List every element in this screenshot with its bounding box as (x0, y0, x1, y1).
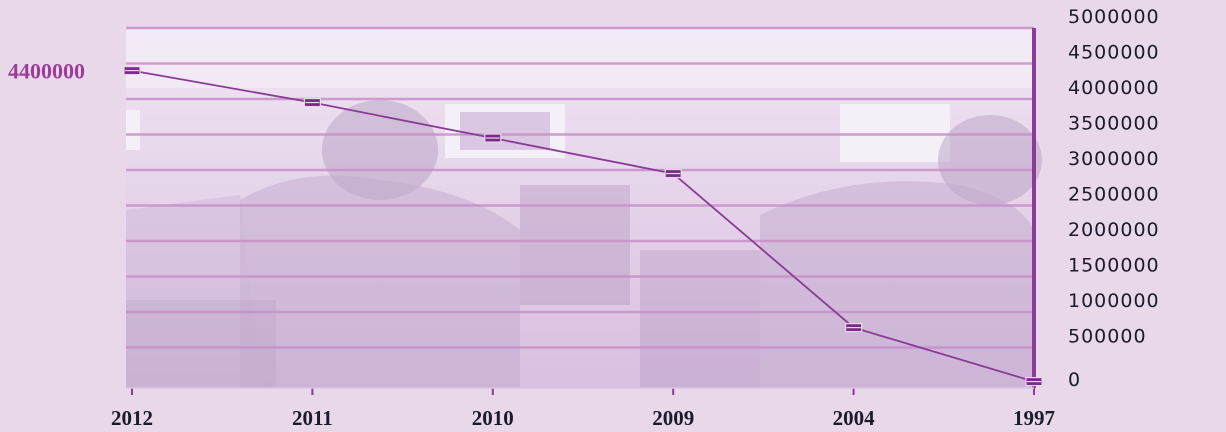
grid-lines (126, 26, 1034, 349)
y-tick-label: 3000000 (1068, 148, 1160, 170)
x-tick-label: 2012 (111, 406, 153, 430)
y-tick-label: 1000000 (1068, 290, 1160, 312)
x-tick-label: 2004 (833, 406, 876, 430)
y-tick-label: 1500000 (1068, 255, 1160, 277)
x-tick-label: 2010 (472, 406, 514, 430)
y-tick-label: 4500000 (1068, 42, 1160, 64)
y-tick-label: 3500000 (1068, 113, 1160, 135)
y-axis-ticks: 5000000450000040000003500000300000025000… (1068, 6, 1160, 391)
series-markers (123, 65, 1043, 387)
callout-label: 4400000 (8, 59, 85, 84)
y-tick-label: 2000000 (1068, 219, 1160, 241)
y-tick-label: 500000 (1068, 326, 1147, 348)
y-tick-label: 0 (1068, 369, 1081, 391)
y-tick-label: 4000000 (1068, 77, 1160, 99)
x-tick-label: 2009 (652, 406, 694, 430)
y-tick-label: 2500000 (1068, 184, 1160, 206)
x-axis-ticks: 2012 2011 2010 2009 2004 1997 (111, 388, 1055, 430)
x-tick-label: 2011 (292, 406, 333, 430)
background-photo (126, 28, 1042, 388)
y-tick-label: 5000000 (1068, 6, 1160, 28)
series-line (131, 69, 1035, 383)
x-tick-label: 1997 (1013, 406, 1055, 430)
